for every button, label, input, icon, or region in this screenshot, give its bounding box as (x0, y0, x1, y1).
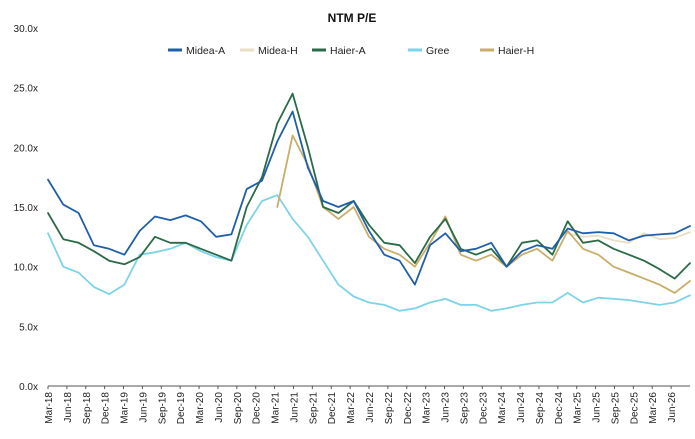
x-tick-label: Dec-21 (327, 392, 338, 425)
x-tick-label: Dec-18 (101, 392, 112, 425)
x-tick-label: Dec-24 (554, 392, 565, 425)
y-tick-label: 25.0x (14, 84, 38, 95)
x-tick-label: Sep-23 (459, 392, 470, 425)
legend-label: Haier-A (330, 45, 366, 57)
x-tick-label: Jun-19 (138, 392, 149, 423)
y-tick-label: 0.0x (19, 382, 38, 393)
y-axis: 0.0x 5.0x 10.0x 15.0x 20.0x 25.0x 30.0x (14, 24, 38, 393)
x-tick-label: Sep-19 (157, 392, 168, 425)
x-tick-label: Sep-22 (384, 392, 395, 425)
y-tick-label: 20.0x (14, 143, 38, 154)
x-tick-label: Mar-22 (346, 392, 357, 424)
series-line-midea-a (47, 110, 691, 286)
x-tick-label: Sep-24 (535, 392, 546, 425)
x-tick-label: Jun-23 (441, 392, 452, 423)
chart-title: NTM P/E (328, 11, 377, 25)
x-tick-label: Jun-26 (667, 392, 678, 423)
x-tick-label: Sep-21 (308, 392, 319, 425)
series-line-haier-a (47, 92, 691, 280)
x-tick-label: Sep-20 (233, 392, 244, 425)
x-tick-label: Mar-19 (120, 392, 131, 424)
x-tick-label: Dec-20 (252, 392, 263, 425)
x-tick-label: Dec-19 (176, 392, 187, 425)
y-tick-label: 30.0x (14, 24, 38, 35)
x-tick-label: Sep-18 (82, 392, 93, 425)
x-tick-label: Dec-23 (478, 392, 489, 425)
x-axis: Mar-18 Jun-18 Sep-18 Dec-18 Mar-19 Jun-19 Sep-… (44, 385, 690, 425)
x-tick-label: Mar-24 (497, 392, 508, 424)
series-line-haier-h (276, 134, 691, 294)
legend-label: Midea-H (258, 45, 298, 57)
series-lines (47, 92, 691, 312)
x-tick-label: Jun-21 (289, 392, 300, 423)
y-tick-label: 15.0x (14, 203, 38, 214)
series-line-midea-h (566, 231, 691, 244)
x-tick-label: Dec-22 (403, 392, 414, 425)
x-tick-label: Mar-23 (422, 392, 433, 424)
x-tick-label: Jun-24 (516, 392, 527, 423)
y-tick-label: 5.0x (19, 322, 38, 333)
legend-label: Gree (426, 45, 450, 57)
x-tick-label: Mar-18 (44, 392, 55, 424)
x-tick-label: Mar-21 (271, 392, 282, 424)
x-tick-label: Jun-22 (365, 392, 376, 423)
legend-label: Haier-H (498, 45, 534, 57)
x-tick-label: Mar-20 (195, 392, 206, 424)
x-tick-label: Mar-26 (648, 392, 659, 424)
x-tick-label: Sep-25 (610, 392, 621, 425)
series-line-gree (47, 194, 691, 312)
x-tick-label: Jun-20 (214, 392, 225, 423)
y-tick-label: 10.0x (14, 263, 38, 274)
legend-label: Midea-A (186, 45, 225, 57)
x-tick-label: Mar-25 (573, 392, 584, 424)
x-tick-label: Dec-25 (629, 392, 640, 425)
legend: Midea-A Midea-H Haier-A Gree Haier-H (168, 45, 534, 57)
x-tick-label: Jun-18 (63, 392, 74, 423)
x-tick-label: Jun-25 (592, 392, 603, 423)
